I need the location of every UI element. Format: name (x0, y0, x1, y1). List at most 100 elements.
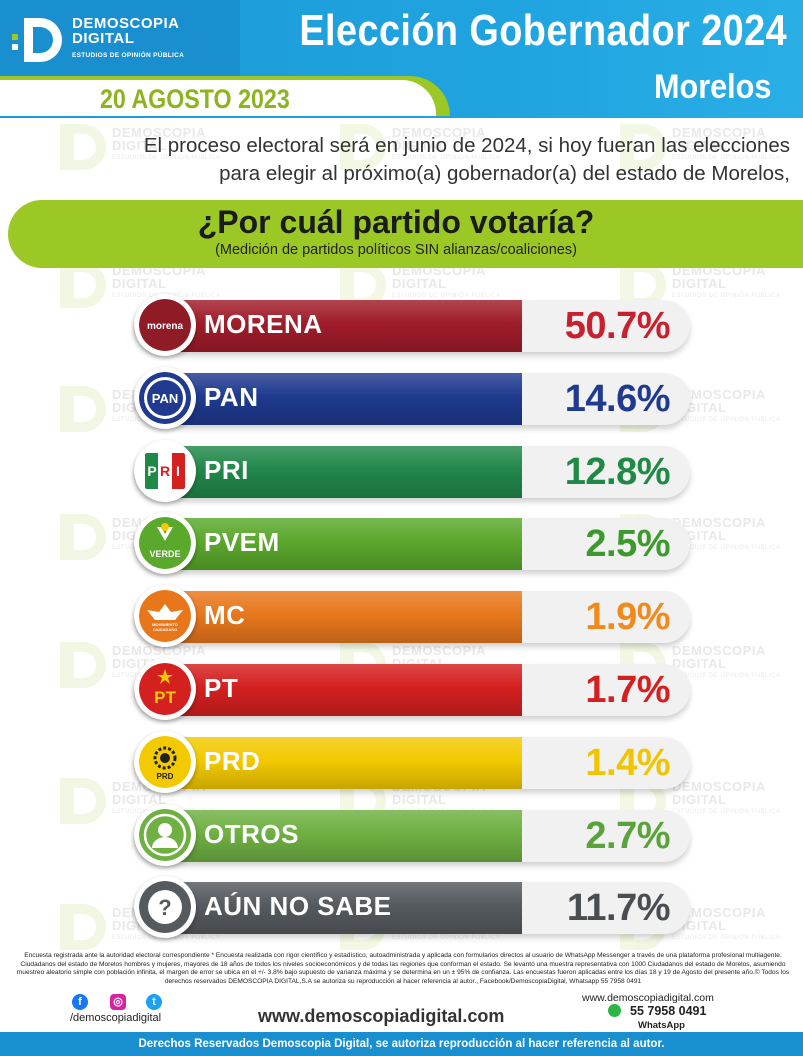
prd-logo: PRD (134, 730, 196, 793)
morena-logo: morena (134, 294, 196, 356)
category-label: PT (204, 673, 239, 703)
website-link[interactable]: www.demoscopiadigital.com (258, 1006, 505, 1026)
page-title: Elección Gobernador 2024 (299, 6, 787, 55)
bar-mark (134, 300, 522, 352)
bar-row-pri: PRI 12.8% P R I (134, 439, 690, 508)
value-label: 2.5% (585, 523, 670, 566)
date-label: 20 AGOSTO 2023 (100, 84, 290, 114)
whatsapp-icon (608, 1004, 621, 1017)
bar-track: PRI 12.8% (134, 445, 690, 498)
bar-mark (134, 736, 522, 789)
bar-row-morena: MORENA 50.7% morena (134, 294, 690, 362)
whatsapp-label: WhatsApp (638, 1020, 685, 1031)
bar-track: PAN 14.6% (134, 372, 690, 425)
badge-artwork: morena (139, 299, 191, 351)
question-icon: ? (134, 876, 196, 939)
person-icon (134, 803, 196, 866)
bar-row-prd: PRD 1.4% PRD (134, 730, 690, 799)
badge-artwork (139, 808, 191, 861)
twitter-icon[interactable]: t (146, 994, 162, 1010)
badge-artwork: PRD (139, 735, 191, 788)
bar-track: MC 1.9% (134, 591, 690, 644)
bar-row-pan: PAN 14.6% PAN (134, 366, 690, 435)
bar-track: PRD 1.4% (134, 736, 690, 789)
pt-logo: PT (134, 658, 196, 720)
svg-text:CIUDADANO: CIUDADANO (153, 627, 177, 632)
bar-row-mc: MC 1.9% MOVIMIENTO CIUDADANO (134, 585, 690, 653)
badge-artwork: PAN (139, 371, 191, 424)
category-label: AÚN NO SABE (204, 891, 392, 922)
pan-logo: PAN (134, 366, 196, 429)
bar-mark (134, 372, 522, 425)
svg-text:?: ? (158, 895, 171, 920)
category-label: PRD (204, 745, 261, 776)
intro-line-2: para elegir al próximo(a) gobernador(a) … (219, 162, 790, 185)
value-label: 2.7% (585, 814, 670, 857)
instagram-icon[interactable]: ◎ (110, 994, 126, 1010)
methodology-note: Encuesta registrada ante la autoridad el… (16, 952, 790, 985)
badge-artwork: ? (139, 881, 191, 934)
brand-name: DEMOSCOPIA DIGITAL (72, 16, 180, 46)
svg-text:MOVIMIENTO: MOVIMIENTO (152, 622, 178, 627)
badge-artwork: PT (139, 663, 191, 715)
bar-row-otros: OTROS 2.7% (134, 803, 690, 872)
value-label: 1.9% (585, 596, 670, 639)
bar-track: PT 1.7% (134, 664, 690, 716)
bar-shading (134, 809, 522, 862)
rights-footer: Derechos Reservados Demoscopia Digital, … (0, 1032, 803, 1056)
intro-line-1: El proceso electoral será en junio de 20… (143, 134, 790, 157)
brand-name-line1: DEMOSCOPIA (72, 15, 180, 32)
category-label: PRI (204, 454, 249, 485)
mc-logo: MOVIMIENTO CIUDADANO (134, 585, 196, 648)
social-handle[interactable]: /demoscopiadigital (70, 1012, 162, 1024)
question-block: ¿Por cuál partido votaría? (Medición de … (126, 204, 666, 260)
bar-shading (134, 882, 522, 935)
svg-text:R: R (160, 463, 170, 479)
category-label: MORENA (204, 309, 323, 339)
pvem-logo: VERDE (134, 512, 196, 575)
brand-tagline: ESTUDIOS DE OPINIÓN PÚBLICA (72, 52, 185, 59)
bar-track: AÚN NO SABE 11.7% (134, 882, 690, 935)
svg-text:morena: morena (147, 321, 184, 332)
demoscopia-logo-icon (12, 18, 62, 62)
chart-title: ¿Por cuál partido votaría? (197, 204, 595, 240)
bar-shading (134, 445, 522, 498)
bar-mark (134, 591, 522, 644)
social-icons: f ◎ t (72, 994, 172, 1012)
phone-number[interactable]: 55 7958 0491 (630, 1004, 707, 1018)
page-subtitle: Morelos (653, 68, 771, 106)
value-label: 1.4% (585, 741, 670, 784)
bar-row-a-n-no-sabe: AÚN NO SABE 11.7%? (134, 876, 690, 944)
date-banner-inner (0, 80, 436, 116)
bar-mark (134, 518, 522, 571)
value-label: 1.7% (585, 669, 670, 711)
bar-row-pvem: PVEM 2.5% VERDE (134, 512, 690, 580)
chart-subtitle: (Medición de partidos políticos SIN alia… (215, 242, 577, 258)
bar-mark (134, 882, 522, 935)
bar-track: MORENA 50.7% (134, 300, 690, 352)
bar-track: PVEM 2.5% (134, 518, 690, 571)
bar-row-pt: PT 1.7% PT (134, 658, 690, 726)
website-link-small[interactable]: www.demoscopiadigital.com (582, 992, 714, 1004)
category-label: OTROS (204, 818, 299, 849)
bar-mark (134, 664, 522, 716)
bar-shading (134, 372, 522, 425)
bar-shading (134, 591, 522, 644)
svg-text:I: I (176, 463, 180, 479)
brand-name-line2: DIGITAL (72, 30, 135, 47)
svg-text:PT: PT (154, 688, 176, 707)
value-label: 11.7% (566, 887, 671, 930)
question-banner (8, 200, 803, 268)
badge-artwork: VERDE (139, 517, 191, 570)
svg-text:PAN: PAN (152, 391, 178, 406)
header-banner: DEMOSCOPIA DIGITAL ESTUDIOS DE OPINIÓN P… (0, 0, 803, 118)
value-label: 50.7% (564, 305, 671, 347)
intro-text: El proceso electoral será en junio de 20… (20, 132, 790, 188)
bar-mark (134, 445, 522, 498)
category-label: PAN (204, 381, 259, 412)
facebook-icon[interactable]: f (72, 994, 88, 1010)
category-label: PVEM (204, 527, 280, 558)
